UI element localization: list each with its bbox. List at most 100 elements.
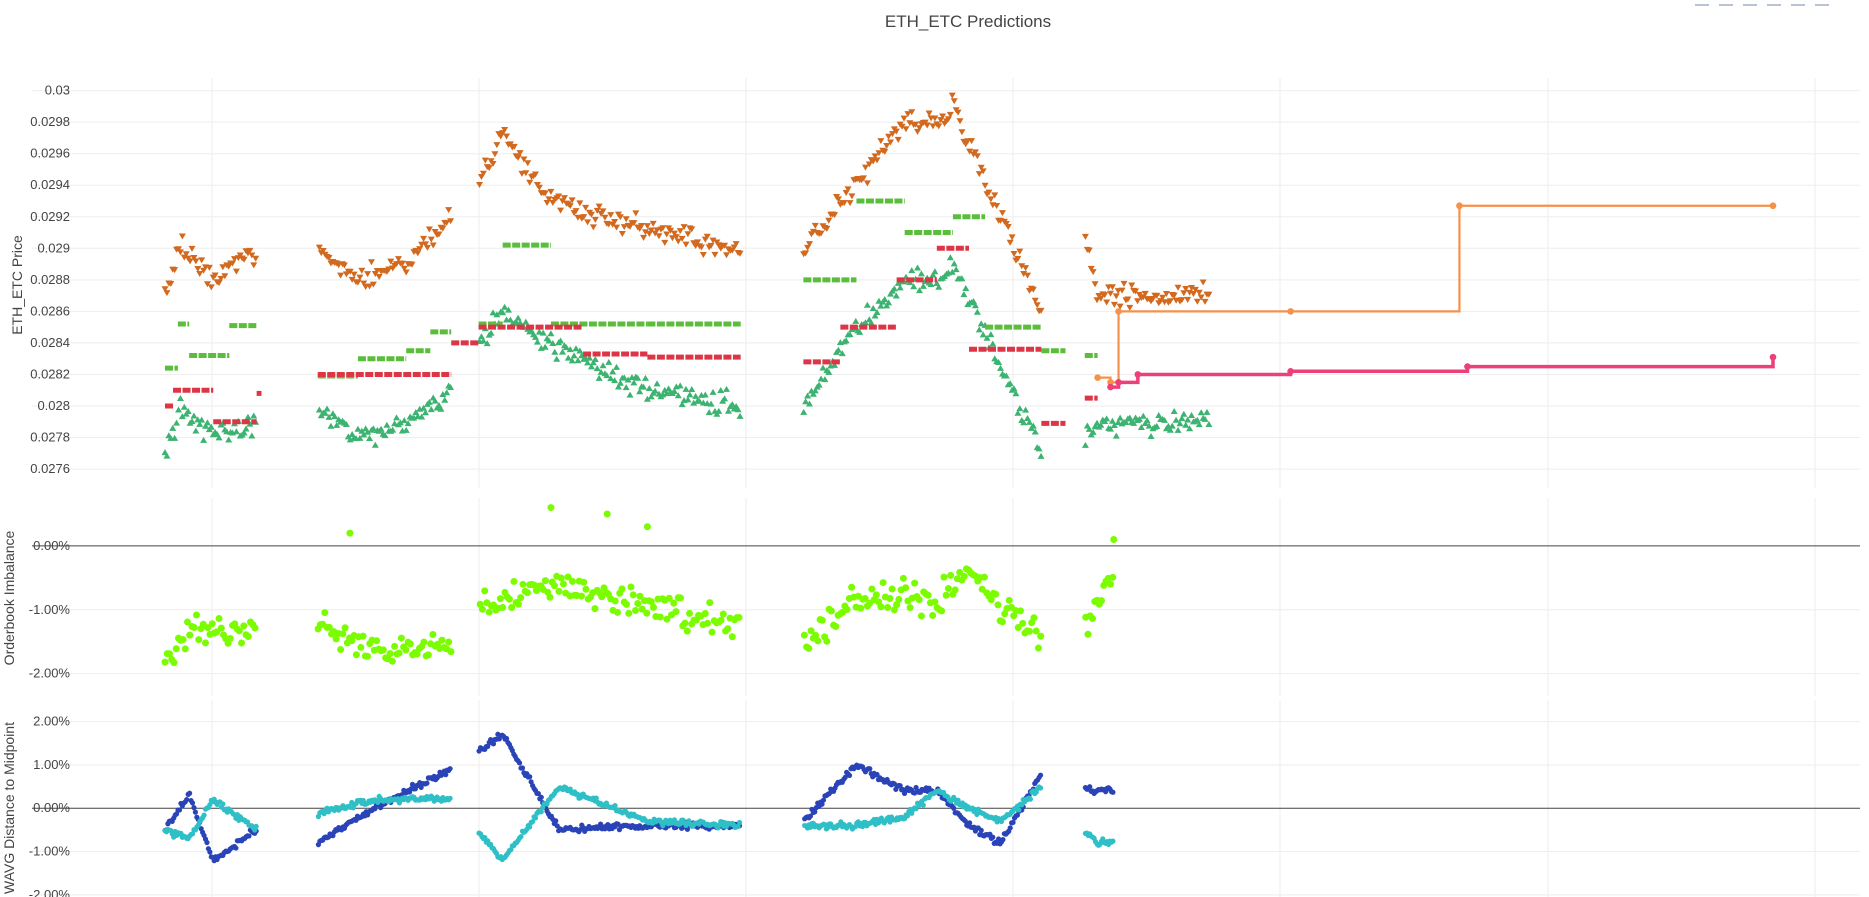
ask-marker [954,109,962,116]
imbalance-panel-plot[interactable] [161,504,1118,667]
bid-marker [1035,445,1043,452]
ask-marker [640,234,648,241]
bid-marker [1180,410,1188,417]
ask-marker [643,223,651,230]
bid-marker [958,275,966,282]
wavg-cyan-point [447,795,453,801]
ask-marker [1135,291,1143,298]
imbalance-point [388,657,396,665]
forecast-pink-line-point [1107,383,1114,391]
imbalance-point [719,610,727,618]
ask-marker [535,184,543,191]
ask-marker [904,111,912,118]
zoom-out-icon[interactable] [1767,0,1781,6]
bid-marker [1203,408,1211,415]
bid-marker [171,434,179,441]
bid-marker [692,392,700,399]
ask-marker [516,150,524,157]
bid-marker [576,347,584,354]
bid-marker [842,337,850,344]
imbalance-point [814,637,822,645]
wavg-blue-point [424,780,430,786]
autoscale-icon[interactable] [1791,0,1805,6]
bid-marker [178,413,186,420]
bid-marker [805,400,813,407]
forecast-pink-line-point [1287,368,1294,375]
bid-marker [547,330,555,337]
bid-marker [557,337,565,344]
ask-marker [1022,265,1030,272]
bid-marker [682,385,690,392]
ask-marker [931,115,939,122]
imbalance-point [505,595,513,603]
imbalance-tick-label: 0.00% [33,538,70,553]
bid-marker [647,393,655,400]
plot-toolbar[interactable] [1695,0,1829,8]
ask-marker [501,127,509,134]
bid-marker [246,420,254,427]
bid-marker [163,452,171,459]
ask-marker [682,241,690,248]
ask-marker [425,226,433,233]
bid-marker [1103,415,1111,422]
ask-marker [1087,265,1095,272]
bid-marker [736,412,744,419]
bid-marker [802,398,810,405]
imbalance-point [643,523,651,531]
wavg-blue-point [538,794,544,800]
imbalance-series [161,504,1118,667]
bid-marker [1193,416,1201,423]
zoom-in-icon[interactable] [1743,0,1757,6]
imbalance-point [1037,632,1045,640]
bid-marker [383,421,391,428]
pan-icon[interactable] [1719,0,1733,6]
bid-marker [624,376,632,383]
bid-marker [636,388,644,395]
ask-marker [476,181,484,188]
ask-marker [846,200,854,207]
bid-marker [342,420,350,427]
wavg-panel-plot[interactable] [162,731,1116,864]
bid-marker [651,387,659,394]
price-tick-label: 0.0282 [30,366,70,381]
ask-marker [1134,298,1142,305]
reset-axes-icon[interactable] [1815,0,1829,6]
imbalance-point [364,652,372,660]
imbalance-point [447,648,455,656]
ask-marker [337,272,345,279]
ask-marker [348,276,356,283]
price-panel-gridlines [32,78,1860,488]
wavg-tick-label: 0.00% [33,800,70,815]
price-panel-plot[interactable] [161,92,1777,459]
price-tick-label: 0.0278 [30,430,70,445]
wavg-blue-point [962,818,968,824]
imbalance-axis-label: Orderbook Imbalance [1,530,17,665]
imbalance-point [998,618,1006,626]
zoom-icon[interactable] [1695,0,1709,6]
ask-marker [958,129,966,136]
ask-marker [607,212,615,219]
ask-marker [618,231,626,238]
price-panel-ticks: 0.0276 0.0278 0.028 0.0282 0.0284 0.0286 0.028… [30,83,70,476]
ask-marker [587,211,595,218]
ask-marker [589,224,597,231]
bid-marker [1012,390,1020,397]
ask-marker [670,230,678,237]
wavg-cyan-point [593,795,599,801]
imbalance-point [956,568,964,576]
imbalance-point [204,624,212,632]
ask-marker [1091,281,1099,288]
ask-marker [944,116,952,123]
imbalance-point [373,637,381,645]
ask-marker [688,226,696,233]
bid-marker [1135,415,1143,422]
imbalance-point [638,605,646,613]
wavg-cyan-point [574,791,581,797]
imbalance-point [663,615,671,623]
bid-marker [404,420,412,427]
wavg-blue-point [516,760,523,766]
ask-marker [443,219,451,226]
wavg-cyan-point [220,801,226,807]
ask-marker [1195,289,1203,296]
